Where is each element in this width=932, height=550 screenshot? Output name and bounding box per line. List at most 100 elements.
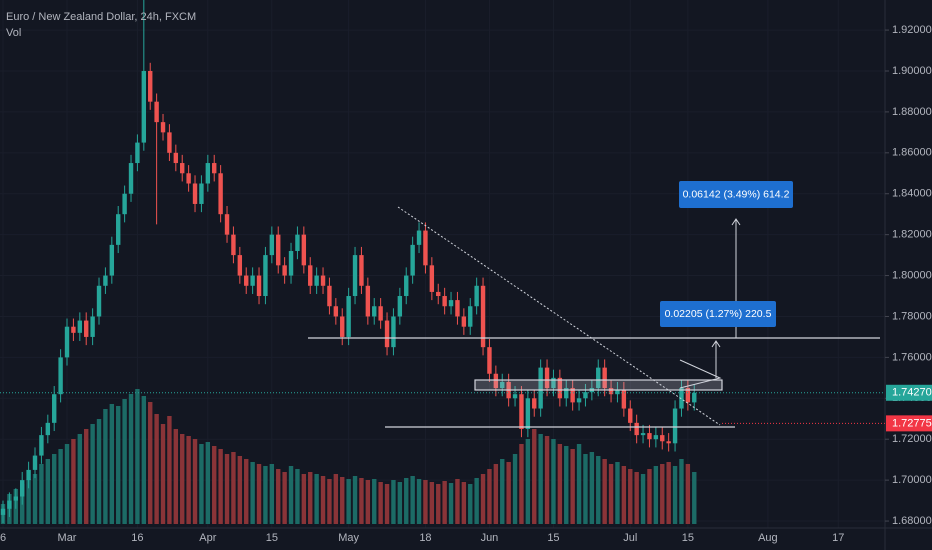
y-tick-label: 1.84000	[892, 188, 932, 200]
candle-body	[218, 173, 223, 215]
price-label-box	[886, 384, 932, 401]
x-tick-label: 6	[0, 532, 6, 544]
candle-body	[512, 394, 518, 399]
volume-bar	[551, 439, 556, 524]
volume-bar	[512, 454, 518, 524]
volume-label: Vol	[6, 27, 21, 39]
volume-bar	[346, 479, 351, 524]
volume-layer	[0, 389, 697, 524]
x-tick-label: 17	[832, 532, 844, 544]
candle-body	[576, 398, 582, 403]
candle-body	[416, 230, 422, 245]
candle-body	[634, 422, 639, 436]
volume-bar	[269, 464, 275, 524]
volume-bar	[493, 464, 499, 524]
candle-body	[263, 255, 268, 297]
volume-bar	[276, 469, 281, 524]
volume-bar	[628, 469, 633, 524]
volume-bar	[135, 389, 140, 524]
volume-bar	[468, 484, 473, 524]
candle-body	[474, 285, 479, 307]
candle-body	[212, 163, 217, 174]
candle-body	[276, 234, 281, 266]
x-tick-label: Jun	[481, 532, 499, 544]
candle-body	[519, 394, 524, 429]
candle-body	[167, 132, 172, 153]
volume-bar	[352, 476, 358, 524]
volume-bar	[32, 474, 38, 524]
volume-bar	[237, 456, 243, 524]
volume-bar	[480, 474, 486, 524]
volume-bar	[519, 444, 524, 524]
volume-bar	[429, 482, 435, 524]
x-tick-label: 15	[682, 532, 694, 544]
volume-bar	[365, 480, 371, 524]
candle-body	[96, 285, 102, 317]
candle-body	[52, 394, 57, 423]
candle-body	[596, 367, 601, 389]
candle-body	[244, 275, 249, 286]
candle-body	[468, 306, 473, 327]
y-tick-label: 1.72000	[892, 433, 932, 445]
candle-body	[685, 388, 691, 403]
volume-bar	[90, 424, 95, 524]
volume-bar	[288, 466, 294, 524]
y-tick-label: 1.78000	[892, 310, 932, 322]
arrow-head	[711, 340, 721, 348]
volume-bar	[333, 474, 339, 524]
arrow-head	[731, 218, 741, 226]
volume-bar	[205, 442, 211, 524]
candle-body	[180, 163, 185, 174]
candle-body	[493, 373, 499, 389]
annotation-box	[660, 301, 776, 327]
candle-body	[429, 265, 435, 292]
volume-bar	[71, 439, 76, 524]
volume-bar	[141, 396, 147, 524]
volume-bar	[448, 483, 454, 524]
candle-body	[205, 163, 211, 184]
drawings	[308, 181, 880, 428]
x-tick-label: Aug	[758, 532, 778, 544]
candle-body	[320, 275, 326, 286]
candle-body	[301, 234, 307, 266]
candle-body	[352, 255, 358, 297]
candle-body	[455, 300, 460, 317]
x-tick-label: 16	[131, 532, 143, 544]
candle-body	[480, 285, 486, 348]
candle-body	[90, 316, 95, 337]
volume-bar	[589, 452, 595, 524]
candle-body	[308, 265, 313, 286]
price-label: 1.74270	[892, 387, 932, 399]
volume-bar	[564, 446, 569, 524]
volume-bar	[192, 439, 198, 524]
y-tick-label: 1.92000	[892, 24, 932, 36]
candle-body	[436, 291, 441, 297]
volume-bar	[167, 416, 172, 524]
candle-body	[327, 285, 332, 307]
volume-bar	[602, 459, 607, 524]
volume-bar	[442, 481, 447, 524]
candle-body	[666, 441, 671, 444]
volume-bar	[570, 449, 575, 524]
candle-body	[410, 244, 415, 276]
volume-bar	[416, 479, 422, 524]
volume-bar	[186, 436, 191, 524]
volume-bar	[487, 469, 492, 524]
volume-bar	[685, 464, 691, 524]
candle-body	[640, 433, 646, 436]
volume-bar	[218, 449, 223, 524]
candle-body	[122, 193, 127, 215]
volume-bar	[282, 472, 287, 524]
y-tick-label: 1.68000	[892, 515, 932, 527]
volume-bar	[244, 459, 249, 524]
volume-bar	[128, 394, 134, 524]
candle-body	[288, 251, 294, 276]
volume-bar	[39, 464, 44, 524]
volume-bar	[557, 444, 563, 524]
candle-body	[192, 183, 198, 204]
volume-bar	[378, 482, 383, 524]
candle-body	[295, 234, 300, 252]
volume-bar	[410, 476, 415, 524]
candle-body	[199, 183, 204, 204]
candle-body	[109, 244, 115, 276]
